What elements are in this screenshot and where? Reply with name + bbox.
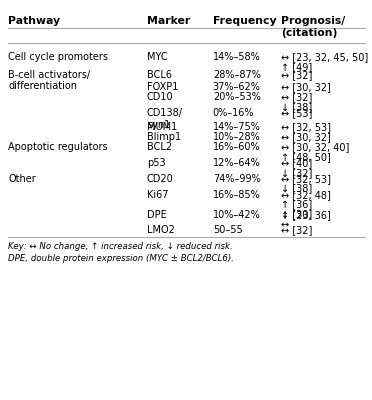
Text: MUM1: MUM1 xyxy=(147,122,177,132)
Text: p53: p53 xyxy=(147,158,166,168)
Text: ↔ [30, 32, 40]: ↔ [30, 32, 40] xyxy=(281,142,349,152)
Text: 37%–62%: 37%–62% xyxy=(213,82,261,92)
Text: Pathway: Pathway xyxy=(8,16,60,26)
Text: ↔ [32, 48]: ↔ [32, 48] xyxy=(281,190,331,200)
Text: B-cell activators/
differentiation: B-cell activators/ differentiation xyxy=(8,70,90,91)
Text: 16%–60%: 16%–60% xyxy=(213,142,260,152)
Text: ↑ [23, 36]: ↑ [23, 36] xyxy=(281,210,331,220)
Text: ↑ [36]: ↑ [36] xyxy=(281,199,312,209)
Text: Other: Other xyxy=(8,174,36,184)
Text: MYC: MYC xyxy=(147,52,167,62)
Text: ↓ [32]: ↓ [32] xyxy=(281,168,312,178)
Text: ↔: ↔ xyxy=(281,220,289,230)
Text: ↓ [38]: ↓ [38] xyxy=(281,183,312,193)
Text: 20%–53%: 20%–53% xyxy=(213,92,261,102)
Text: ↔ [53]: ↔ [53] xyxy=(281,108,312,118)
Text: DPE, double protein expression (MYC ± BCL2/BCL6).: DPE, double protein expression (MYC ± BC… xyxy=(8,254,234,262)
Text: ↔ [32]: ↔ [32] xyxy=(281,92,312,102)
Text: ↓ [38]: ↓ [38] xyxy=(281,102,312,112)
Text: 10%–28%: 10%–28% xyxy=(213,132,260,142)
Text: FOXP1: FOXP1 xyxy=(147,82,178,92)
Text: 0%–16%: 0%–16% xyxy=(213,108,254,118)
Text: Cell cycle promoters: Cell cycle promoters xyxy=(8,52,108,62)
Text: 50–55: 50–55 xyxy=(213,225,243,235)
Text: Marker: Marker xyxy=(147,16,190,26)
Text: LMO2: LMO2 xyxy=(147,225,175,235)
Text: ↔ [32, 53]: ↔ [32, 53] xyxy=(281,174,331,184)
Text: ↑ [48, 50]: ↑ [48, 50] xyxy=(281,152,331,162)
Text: 10%–42%: 10%–42% xyxy=(213,210,260,220)
Text: CD20: CD20 xyxy=(147,174,174,184)
Text: ↔ [30, 32]: ↔ [30, 32] xyxy=(281,132,331,142)
Text: BCL2: BCL2 xyxy=(147,142,172,152)
Text: ↑ [49]: ↑ [49] xyxy=(281,62,312,72)
Text: Apoptotic regulators: Apoptotic regulators xyxy=(8,142,108,152)
Text: DPE: DPE xyxy=(147,210,167,220)
Text: Frequency: Frequency xyxy=(213,16,276,26)
Text: 28%–87%: 28%–87% xyxy=(213,70,261,80)
Text: ↔ [32]: ↔ [32] xyxy=(281,225,312,235)
Text: ↔ [32, 53]: ↔ [32, 53] xyxy=(281,122,331,132)
Text: CD138/
syn1: CD138/ syn1 xyxy=(147,108,183,130)
Text: Ki67: Ki67 xyxy=(147,190,169,200)
Text: CD10: CD10 xyxy=(147,92,174,102)
Text: ↔ [30, 32]: ↔ [30, 32] xyxy=(281,82,331,92)
Text: BCL6: BCL6 xyxy=(147,70,172,80)
Text: 16%–85%: 16%–85% xyxy=(213,190,260,200)
Text: 14%–58%: 14%–58% xyxy=(213,52,260,62)
Text: Key: ↔ No change, ↑ increased risk, ↓ reduced risk.: Key: ↔ No change, ↑ increased risk, ↓ re… xyxy=(8,242,233,252)
Text: 74%–99%: 74%–99% xyxy=(213,174,260,184)
Text: Prognosis/
(citation): Prognosis/ (citation) xyxy=(281,16,345,38)
Text: ↔ [23, 32, 45, 50]: ↔ [23, 32, 45, 50] xyxy=(281,52,368,62)
Text: ↔ [40]: ↔ [40] xyxy=(281,158,312,168)
Text: ↓ [30]: ↓ [30] xyxy=(281,209,312,219)
Text: ↔ [32]: ↔ [32] xyxy=(281,70,312,80)
Text: 12%–64%: 12%–64% xyxy=(213,158,260,168)
Text: Blimp1: Blimp1 xyxy=(147,132,181,142)
Text: 14%–75%: 14%–75% xyxy=(213,122,261,132)
